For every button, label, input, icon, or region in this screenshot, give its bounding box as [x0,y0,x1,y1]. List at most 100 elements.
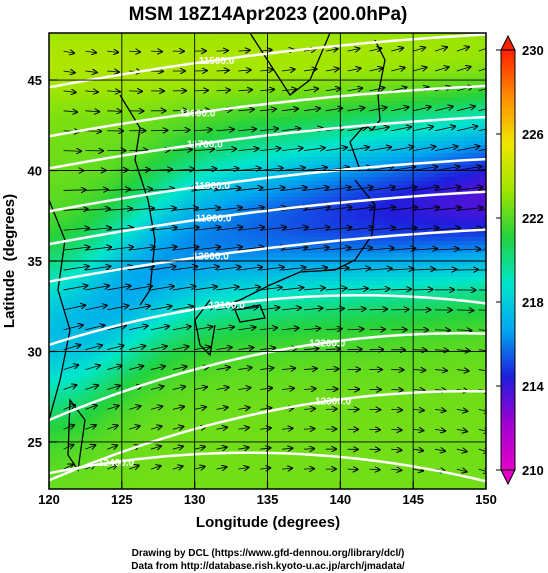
wind-vector [369,107,386,110]
colorbar-tick-label: 210 [522,463,544,478]
wind-vector [107,306,128,311]
wind-vector [391,147,413,152]
wind-vector [325,147,347,150]
wind-vector [413,389,424,390]
wind-vector [303,247,329,250]
wind-vector [107,189,130,190]
wind-vector [413,469,423,471]
wind-vector [150,208,176,210]
wind-vector [413,370,425,371]
wind-vector [434,409,446,410]
wind-vector [150,406,162,409]
wind-vector [413,409,424,410]
wind-vector [172,267,197,271]
wind-vector [413,67,426,71]
wind-vector [216,347,232,350]
wind-vector [107,426,118,430]
wind-vector [478,249,486,251]
wind-vector [150,386,163,389]
wind-vector [434,146,457,152]
wind-vector [282,308,301,310]
wind-vector [85,111,99,112]
wind-vector [238,149,258,151]
wind-vector [85,71,96,72]
wind-vector [303,389,316,390]
wind-vector [325,288,347,290]
x-tick-label: 140 [329,492,351,507]
wind-vector [238,70,250,71]
wind-vector [478,168,486,171]
lat-lon-grid [49,33,486,489]
colorbar-tick-label: 226 [522,127,544,142]
wind-vector [238,307,257,310]
wind-vector [63,425,74,430]
wind-vector [129,286,152,291]
wind-vector [194,90,208,91]
wind-vector [172,286,196,291]
wind-vector [260,388,272,390]
wind-vector [216,149,237,151]
wind-vector [63,286,88,291]
wind-vector [369,147,391,152]
wind-vector [260,368,273,370]
wind-vector [216,51,228,52]
wind-vector [63,190,86,191]
wind-vector [63,51,75,53]
wind-vector [325,329,342,330]
coastline-shikoku [234,304,266,323]
wind-vector [347,48,360,51]
colorbar-top-triangle [500,34,516,51]
wind-vector [456,47,469,52]
wind-vector [216,70,229,71]
wind-vector [129,366,143,370]
wind-vector [456,429,467,431]
wind-vector [303,409,315,410]
wind-vector [434,67,449,72]
wind-vector [347,268,371,270]
wind-vector [282,368,295,369]
wind-vector [413,228,438,230]
wind-vector [456,350,470,351]
wind-vector [150,266,176,271]
wind-vector [325,308,344,309]
wind-vector [216,387,229,389]
wind-vector [129,306,150,311]
wind-vector [63,91,76,93]
wind-vector [107,51,118,52]
wind-vector [107,346,123,351]
wind-vector [478,189,486,191]
wind-vector [282,448,292,449]
wind-vector [413,207,439,210]
wind-vector [325,187,351,191]
wind-vector [303,148,325,151]
wind-vector [282,187,307,190]
wind-vector [369,268,391,270]
wind-vector [456,310,473,311]
wind-vector [369,207,395,210]
wind-vector [216,407,228,409]
wind-vector [413,147,435,152]
wind-vector [325,49,338,51]
wind-vector [413,248,437,250]
x-tick-label: 135 [257,492,279,507]
wind-vector [347,127,367,130]
wind-vector [107,386,120,390]
wind-vector [391,48,403,51]
wind-vector [434,449,445,451]
wind-vector [150,466,161,469]
wind-vector [303,167,327,170]
wind-vector [238,327,255,329]
wind-vector [478,128,486,132]
y-tick-label: 45 [28,73,42,88]
wind-vector [150,346,167,350]
wind-vector [129,266,154,271]
coastline-honshu [224,179,376,306]
colorbar-bottom-triangle [500,469,516,486]
wind-vector [303,268,327,270]
wind-vector [435,269,456,270]
wind-vector [456,370,469,371]
x-tick-label: 120 [38,492,60,507]
wind-vector [63,228,89,230]
wind-vector [282,69,295,71]
